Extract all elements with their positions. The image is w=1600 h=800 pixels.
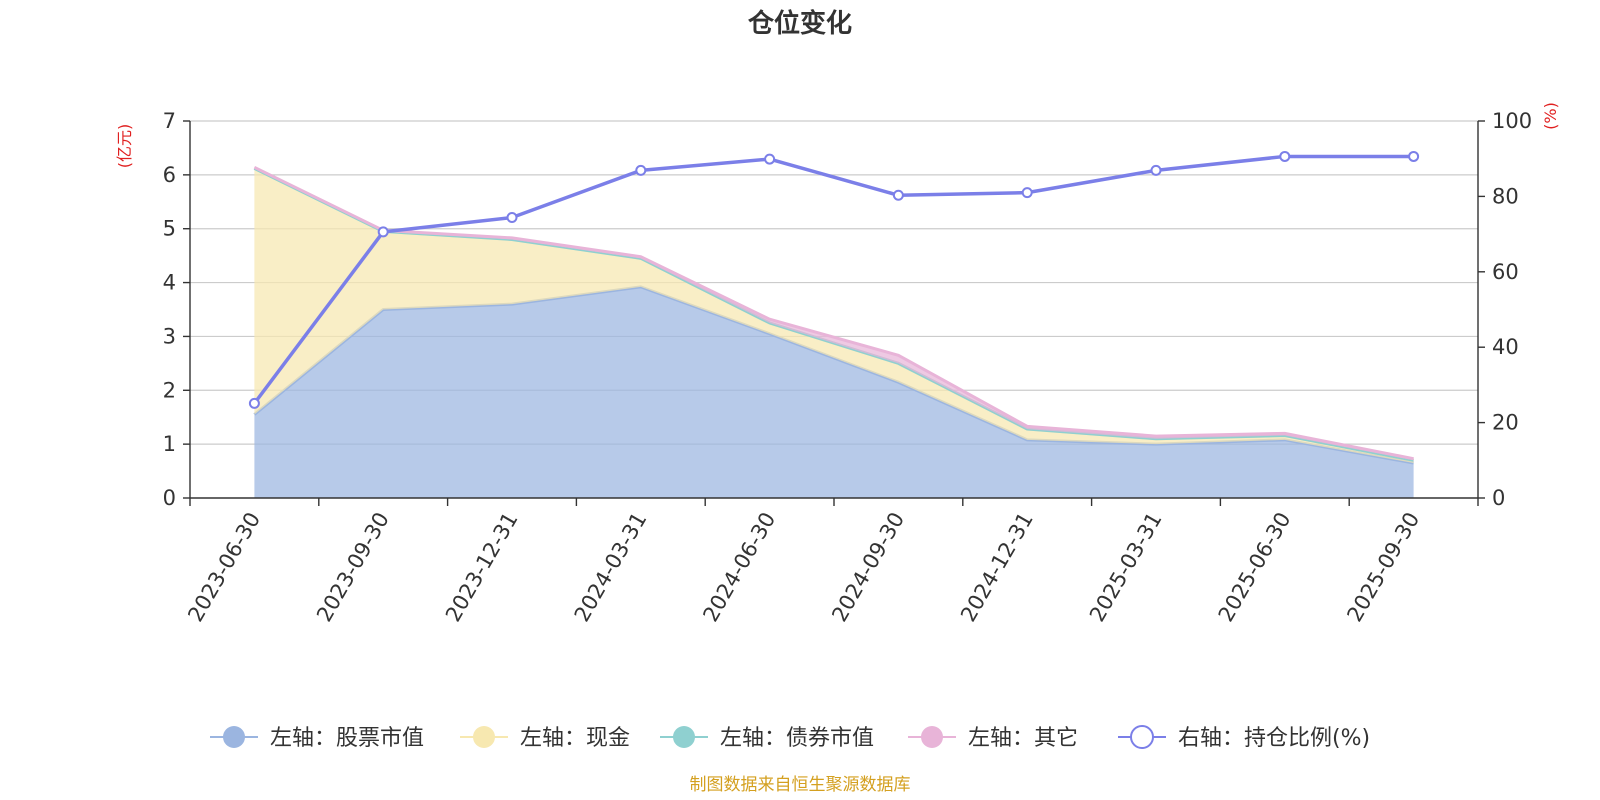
left-tick-label: 0 — [163, 486, 176, 510]
x-tick-label: 2023-09-30 — [312, 508, 394, 626]
right-axis-unit: (%) — [1541, 102, 1560, 130]
legend-label-2: 左轴：债券市值 — [720, 726, 874, 751]
x-tick-label: 2025-06-30 — [1214, 508, 1296, 626]
ratio-point — [1408, 150, 1420, 162]
left-axis-unit: (亿元) — [115, 124, 134, 169]
ratio-point — [1150, 164, 1162, 176]
area-fill-0 — [254, 286, 1414, 498]
x-tick-label: 2024-09-30 — [827, 508, 909, 626]
x-tick-label: 2023-06-30 — [183, 508, 265, 626]
x-tick-label: 2024-12-31 — [956, 508, 1038, 626]
area-edge-3 — [253, 165, 1414, 461]
right-tick-label: 40 — [1492, 335, 1519, 359]
legend-marker-0 — [223, 726, 245, 748]
area-series — [253, 165, 1414, 498]
legend-marker-3 — [921, 726, 943, 748]
ratio-point — [506, 212, 518, 224]
right-tick-label: 20 — [1492, 411, 1519, 435]
left-tick-label: 2 — [163, 378, 176, 402]
legend-label-0: 左轴：股票市值 — [270, 726, 424, 751]
left-tick-label: 7 — [163, 109, 176, 133]
legend-marker-4 — [1130, 725, 1154, 749]
x-tick-label: 2025-09-30 — [1342, 508, 1424, 626]
ratio-point — [635, 164, 647, 176]
right-tick-label: 100 — [1492, 109, 1532, 133]
legend-label-1: 左轴：现金 — [520, 726, 630, 751]
ratio-point — [377, 226, 389, 238]
x-tick-label: 2025-03-31 — [1085, 508, 1167, 626]
ratio-point — [1279, 150, 1291, 162]
ratio-point — [248, 397, 260, 409]
x-tick-label: 2023-12-31 — [441, 508, 523, 626]
legend-label-4: 右轴：持仓比例(%) — [1178, 726, 1370, 751]
left-tick-label: 4 — [163, 271, 176, 295]
left-tick-label: 5 — [163, 217, 176, 241]
ratio-point — [764, 153, 776, 165]
legend: 左轴：股票市值 左轴：现金 左轴：债券市值 左轴：其它 右轴：持仓比例(%) — [210, 725, 1370, 751]
left-tick-label: 1 — [163, 432, 176, 456]
x-tick-label: 2024-03-31 — [570, 508, 652, 626]
chart-title: 仓位变化 — [747, 8, 852, 39]
right-tick-label: 0 — [1492, 486, 1505, 510]
right-tick-label: 80 — [1492, 184, 1519, 208]
left-tick-label: 6 — [163, 163, 176, 187]
legend-marker-1 — [473, 726, 495, 748]
legend-marker-2 — [673, 726, 695, 748]
ratio-point — [1021, 187, 1033, 199]
data-source-note: 制图数据来自恒生聚源数据库 — [690, 775, 911, 795]
right-tick-label: 60 — [1492, 260, 1519, 284]
ratio-line — [253, 154, 1414, 405]
x-tick-label: 2024-06-30 — [698, 508, 780, 626]
line-series — [248, 150, 1420, 409]
legend-label-3: 左轴：其它 — [968, 726, 1078, 751]
ratio-point — [892, 189, 904, 201]
left-tick-label: 3 — [163, 324, 176, 348]
